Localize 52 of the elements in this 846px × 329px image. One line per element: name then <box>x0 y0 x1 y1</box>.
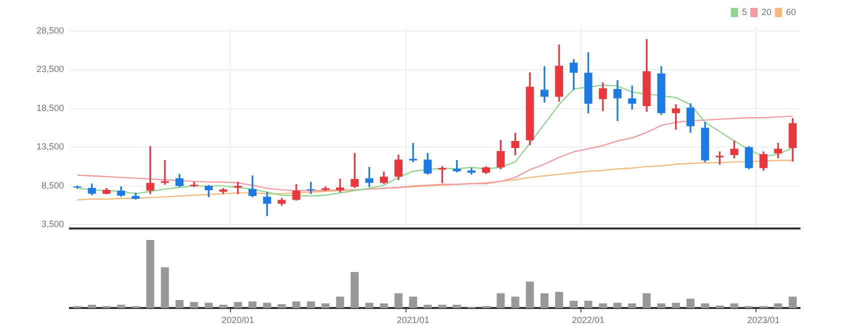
x-tick-label: 2022/01 <box>572 315 605 326</box>
y-tick-label: 13,500 <box>36 142 64 152</box>
y-tick-label: 28,500 <box>36 25 64 36</box>
y-tick-label: 8,500 <box>41 180 64 190</box>
bar <box>146 240 154 308</box>
bar <box>278 304 286 308</box>
bar <box>292 301 300 308</box>
bar <box>511 296 520 308</box>
bar <box>190 302 198 308</box>
bar <box>175 300 184 308</box>
bar <box>248 301 257 308</box>
bar <box>409 296 418 308</box>
bar <box>160 267 169 308</box>
bar <box>613 302 622 308</box>
bar <box>380 303 388 308</box>
x-tick-label: 2020/01 <box>222 315 254 326</box>
candlestick <box>613 80 622 122</box>
bar <box>394 293 403 308</box>
bar <box>555 292 564 308</box>
bar <box>321 303 330 308</box>
bar <box>526 282 534 308</box>
bar <box>701 303 710 308</box>
bar <box>642 293 651 308</box>
y-tick-label: 18,500 <box>36 102 64 113</box>
legend-label: 20 <box>761 6 772 17</box>
bar <box>672 302 680 308</box>
bar <box>350 272 359 308</box>
bar <box>365 302 374 308</box>
bar <box>234 302 242 308</box>
bar <box>716 305 724 308</box>
bar <box>540 293 549 308</box>
bar <box>584 300 592 308</box>
x-tick-label: 2021/01 <box>396 315 430 326</box>
bar <box>657 303 666 308</box>
bar <box>570 300 578 308</box>
bar <box>336 296 344 308</box>
bar <box>686 298 695 308</box>
bar <box>788 296 797 308</box>
bar <box>774 303 782 308</box>
bar <box>204 302 213 308</box>
y-tick-label: 3,500 <box>41 219 64 230</box>
legend-label: 5 <box>742 6 747 17</box>
bar <box>263 302 272 308</box>
y-tick-label: 23,500 <box>36 64 64 74</box>
bar <box>598 303 607 308</box>
bar <box>306 301 315 308</box>
bar <box>628 303 636 308</box>
legend-label: 60 <box>786 6 796 17</box>
bar <box>730 303 738 308</box>
candlestick <box>540 66 549 103</box>
x-tick-label: 2023/01 <box>747 315 780 326</box>
bar <box>496 293 505 308</box>
